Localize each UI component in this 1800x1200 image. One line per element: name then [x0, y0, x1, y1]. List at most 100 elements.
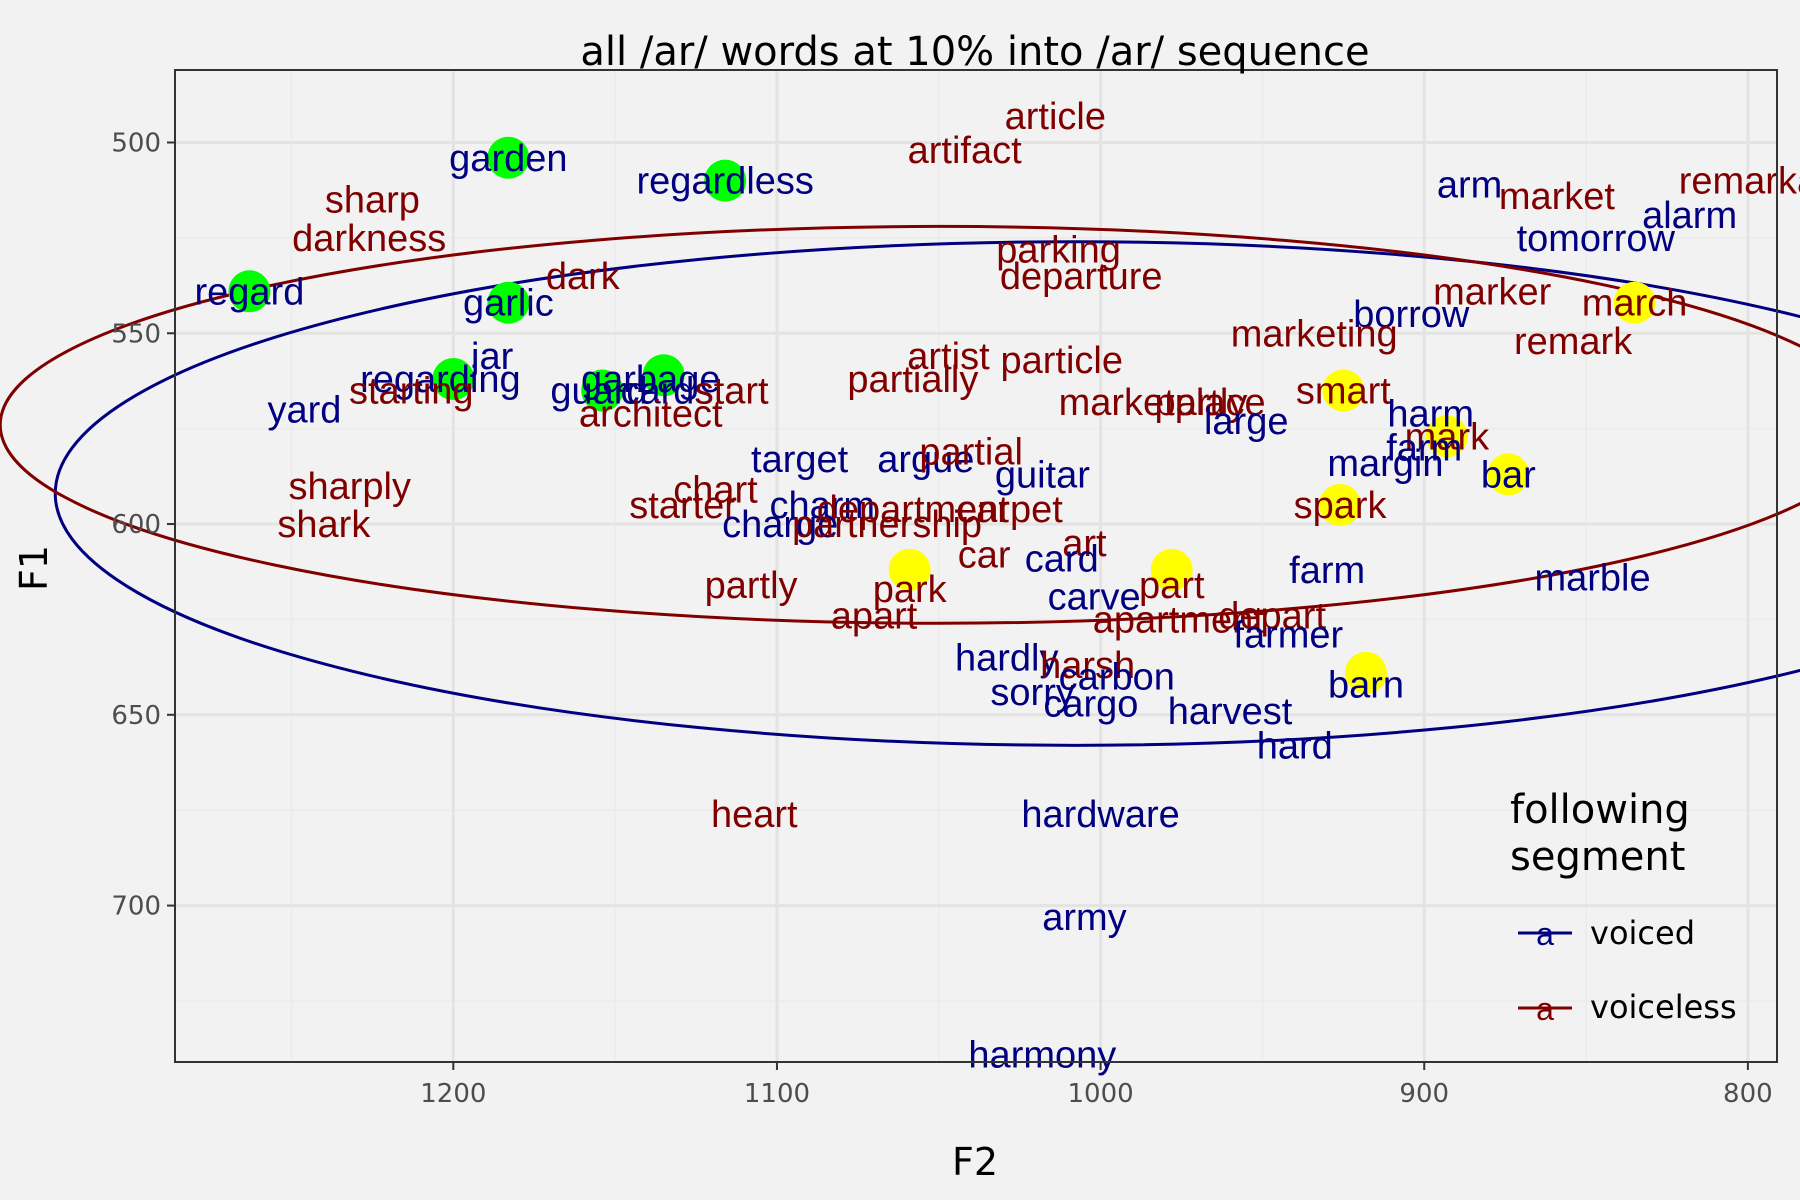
- legend-label-voiced: voiced: [1590, 914, 1695, 952]
- word-label: garlic: [463, 283, 554, 325]
- marker-green: [642, 354, 685, 397]
- word-label: parking: [996, 229, 1121, 271]
- y-axis-title: F1: [12, 545, 56, 591]
- legend: following segment a voiced a voiceless: [1510, 787, 1737, 1027]
- word-label: sharply: [289, 466, 412, 508]
- word-label: hardly: [955, 638, 1059, 680]
- word-label: start: [695, 370, 769, 412]
- legend-title-line-2: segment: [1510, 834, 1685, 880]
- word-label: dark: [546, 256, 621, 298]
- word-label: starter: [629, 485, 737, 527]
- word-label: sharp: [325, 180, 420, 222]
- word-label: cards: [620, 370, 713, 412]
- legend-entry-voiceless: a voiceless: [1518, 988, 1737, 1027]
- word-label: alarm: [1642, 195, 1737, 237]
- word-label: garden: [449, 138, 567, 180]
- legend-entry-voiced: a voiced: [1518, 914, 1695, 952]
- legend-key-glyph-voiceless: a: [1536, 991, 1554, 1027]
- word-label: architect: [579, 393, 723, 435]
- marker-yellow: [888, 548, 931, 591]
- word-label: guard: [550, 370, 647, 412]
- word-label: article: [1005, 96, 1106, 138]
- word-label: marketplace: [1059, 382, 1266, 424]
- word-label: darkness: [292, 218, 446, 260]
- y-tick-label: 700: [111, 892, 161, 922]
- x-tick-label: 900: [1399, 1079, 1449, 1109]
- word-label: marketing: [1231, 313, 1398, 355]
- legend-key-glyph-voiced: a: [1536, 916, 1554, 952]
- confidence-ellipses: [0, 224, 1800, 747]
- marker-yellow: [1319, 483, 1362, 526]
- word-label: margin: [1327, 443, 1443, 485]
- word-label: partial: [919, 432, 1023, 474]
- marker-green: [704, 159, 747, 202]
- word-label: smart: [1296, 370, 1391, 412]
- x-axis: 1200 1100 1000 900 800: [420, 1062, 1773, 1109]
- word-label: borrow: [1353, 294, 1470, 336]
- word-label: yard: [267, 390, 341, 432]
- word-label: market: [1499, 176, 1616, 218]
- marker-green: [581, 369, 624, 412]
- word-label: chart: [673, 470, 758, 512]
- word-label: charge: [722, 504, 838, 546]
- word-label: particle: [1001, 340, 1124, 382]
- x-tick-label: 1000: [1068, 1079, 1134, 1109]
- word-label: remark: [1514, 321, 1633, 363]
- word-label: carpet: [957, 489, 1063, 531]
- word-label: garbage: [581, 359, 720, 401]
- word-label: artifact: [908, 130, 1022, 172]
- word-label: farm: [1386, 428, 1462, 470]
- word-label: partly: [705, 565, 798, 607]
- word-label: hard: [1257, 725, 1333, 767]
- grid-major: [175, 70, 1777, 1062]
- word-label: argue: [877, 439, 974, 481]
- word-label: part: [1139, 565, 1205, 607]
- word-label: apart: [831, 596, 918, 638]
- word-label: hardware: [1021, 794, 1179, 836]
- x-tick-label: 1100: [744, 1079, 810, 1109]
- word-label: heart: [711, 794, 798, 836]
- legend-title-line-1: following: [1510, 787, 1690, 833]
- word-label: barn: [1328, 664, 1404, 706]
- plot-title: all /ar/ words at 10% into /ar/ sequence: [580, 29, 1369, 75]
- word-label: departure: [1000, 256, 1163, 298]
- word-label: artist: [907, 336, 990, 378]
- word-label: partially: [847, 359, 978, 401]
- word-label: car: [958, 535, 1011, 577]
- marker-green: [487, 281, 530, 324]
- marker-yellow: [1425, 415, 1468, 458]
- word-label: tomorrow: [1517, 218, 1676, 260]
- word-label: army: [1042, 897, 1126, 939]
- x-tick-label: 1200: [420, 1079, 486, 1109]
- panel-border: [174, 69, 1778, 1063]
- y-tick-label: 550: [111, 319, 161, 349]
- word-label: harvest: [1168, 691, 1293, 733]
- word-label: shark: [277, 504, 371, 546]
- word-label: department: [817, 489, 1010, 531]
- word-label: marble: [1534, 557, 1650, 599]
- word-label: spark: [1294, 485, 1388, 527]
- x-axis-title: F2: [952, 1140, 998, 1184]
- word-label: art: [1062, 523, 1107, 565]
- word-label: regardless: [636, 161, 813, 203]
- word-label: harsh: [1040, 645, 1135, 687]
- y-tick-label: 650: [111, 701, 161, 731]
- word-label: target: [751, 439, 849, 481]
- legend-label-voiceless: voiceless: [1590, 988, 1737, 1026]
- highlight-markers: [228, 136, 1656, 694]
- word-label: guitar: [995, 454, 1090, 496]
- word-label: apartment: [1093, 599, 1265, 641]
- ellipse-voiceless: [0, 224, 1800, 625]
- marker-green: [228, 270, 271, 313]
- word-label: farmer: [1233, 615, 1343, 657]
- word-label: mark: [1405, 416, 1490, 458]
- word-label: march: [1582, 283, 1688, 325]
- marker-green: [487, 136, 530, 179]
- word-label: harmony: [968, 1034, 1116, 1076]
- word-label: regarding: [360, 359, 521, 401]
- word-label: marker: [1433, 271, 1552, 313]
- marker-yellow: [1613, 281, 1656, 324]
- word-label: depart: [1218, 596, 1326, 638]
